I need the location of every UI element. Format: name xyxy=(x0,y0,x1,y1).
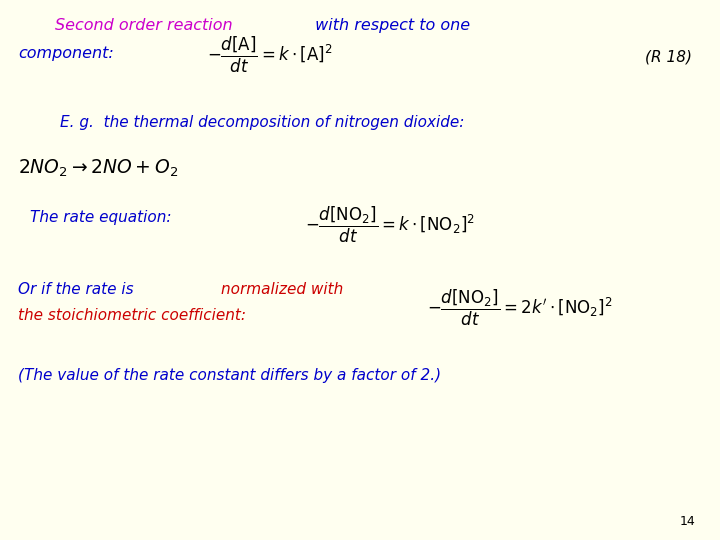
Text: $\mathit{2NO_2 \rightarrow 2NO + O_2}$: $\mathit{2NO_2 \rightarrow 2NO + O_2}$ xyxy=(18,158,179,179)
Text: component:: component: xyxy=(18,46,114,61)
Text: (The value of the rate constant differs by a factor of 2.): (The value of the rate constant differs … xyxy=(18,368,441,383)
Text: (R 18): (R 18) xyxy=(645,50,692,65)
Text: 14: 14 xyxy=(679,515,695,528)
Text: the stoichiometric coefficient:: the stoichiometric coefficient: xyxy=(18,308,246,323)
Text: The rate equation:: The rate equation: xyxy=(30,210,171,225)
Text: Or if the rate is: Or if the rate is xyxy=(18,282,138,297)
Text: $-\dfrac{d[\mathrm{A}]}{dt} = k \cdot [\mathrm{A}]^2$: $-\dfrac{d[\mathrm{A}]}{dt} = k \cdot [\… xyxy=(207,35,333,75)
Text: $-\dfrac{d[\mathrm{NO_2}]}{dt} = 2k' \cdot [\mathrm{NO_2}]^2$: $-\dfrac{d[\mathrm{NO_2}]}{dt} = 2k' \cd… xyxy=(427,288,613,328)
Text: E. g.  the thermal decomposition of nitrogen dioxide:: E. g. the thermal decomposition of nitro… xyxy=(60,115,464,130)
Text: $-\dfrac{d[\mathrm{NO_2}]}{dt} = k \cdot [\mathrm{NO_2}]^2$: $-\dfrac{d[\mathrm{NO_2}]}{dt} = k \cdot… xyxy=(305,205,475,245)
Text: Second order reaction: Second order reaction xyxy=(55,18,233,33)
Text: normalized with: normalized with xyxy=(221,282,343,297)
Text: with respect to one: with respect to one xyxy=(310,18,470,33)
